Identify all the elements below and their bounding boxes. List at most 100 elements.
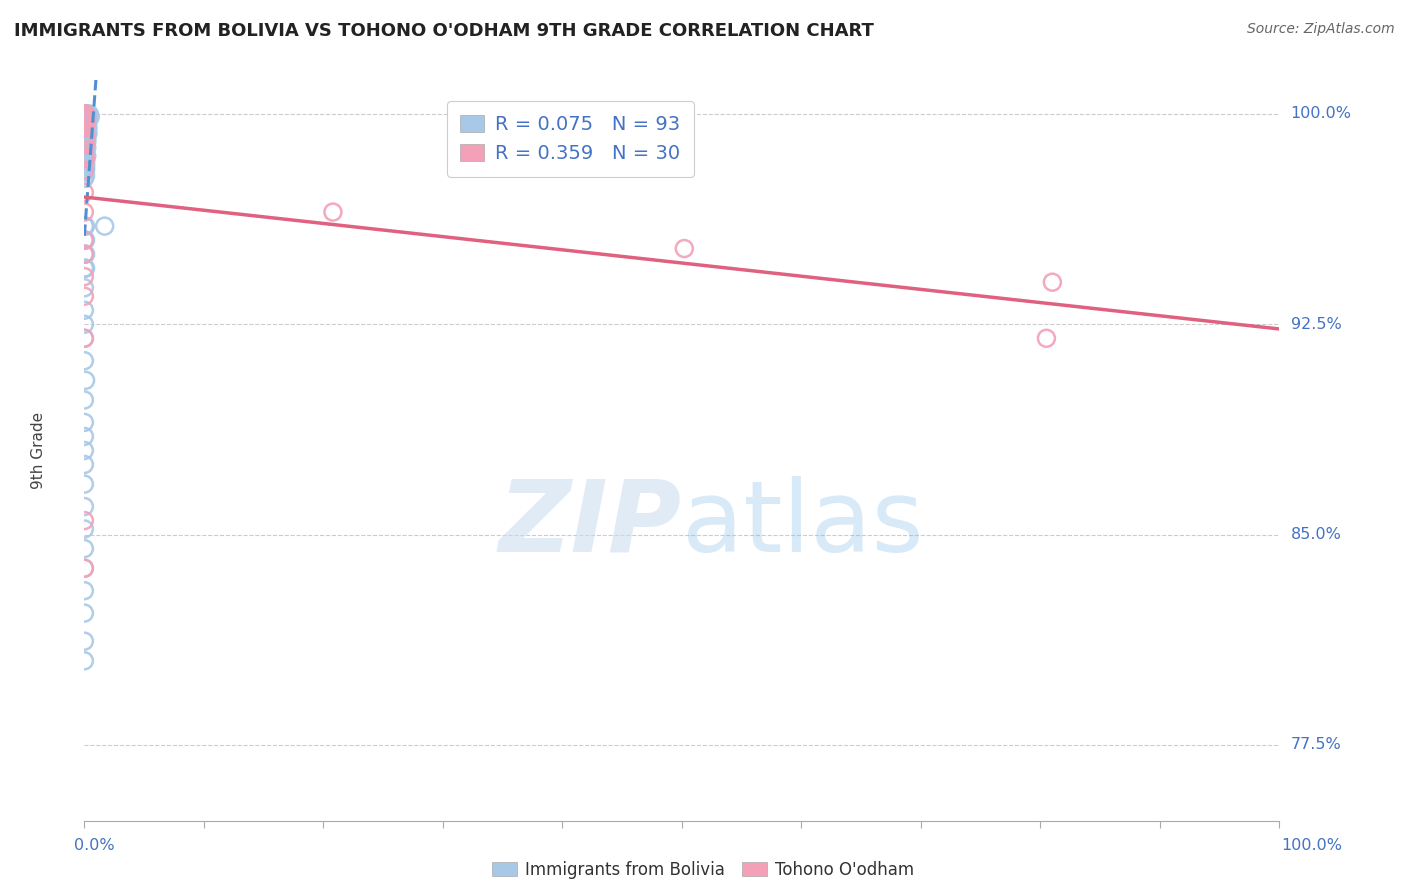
Point xyxy=(73,163,96,178)
Point xyxy=(73,219,96,233)
Text: Source: ZipAtlas.com: Source: ZipAtlas.com xyxy=(1247,22,1395,37)
Point xyxy=(75,129,97,144)
Point xyxy=(73,416,96,430)
Point xyxy=(73,331,96,345)
Point xyxy=(73,118,96,132)
Point xyxy=(73,561,96,575)
Point xyxy=(75,247,97,261)
Point xyxy=(73,514,96,528)
Point xyxy=(76,112,98,127)
Point xyxy=(76,132,98,146)
Point xyxy=(73,149,96,163)
Point xyxy=(73,127,96,141)
Point xyxy=(75,261,97,276)
Point xyxy=(93,219,115,233)
Point xyxy=(73,135,96,149)
Text: 9th Grade: 9th Grade xyxy=(31,412,46,489)
Point xyxy=(73,137,96,152)
Point xyxy=(73,583,96,598)
Point xyxy=(73,149,96,163)
Point xyxy=(73,166,96,180)
Legend: Immigrants from Bolivia, Tohono O'odham: Immigrants from Bolivia, Tohono O'odham xyxy=(485,854,921,886)
Point xyxy=(73,163,96,178)
Point xyxy=(75,115,97,129)
Point xyxy=(77,110,100,124)
Text: 0.0%: 0.0% xyxy=(75,838,114,853)
Text: IMMIGRANTS FROM BOLIVIA VS TOHONO O'ODHAM 9TH GRADE CORRELATION CHART: IMMIGRANTS FROM BOLIVIA VS TOHONO O'ODHA… xyxy=(14,22,875,40)
Point xyxy=(73,247,96,261)
Point xyxy=(73,429,96,443)
Point xyxy=(76,120,98,135)
Point xyxy=(75,110,97,124)
Text: atlas: atlas xyxy=(682,476,924,573)
Point xyxy=(73,289,96,303)
Point xyxy=(73,140,96,154)
Point xyxy=(75,107,97,121)
Legend: R = 0.075   N = 93, R = 0.359   N = 30: R = 0.075 N = 93, R = 0.359 N = 30 xyxy=(447,101,695,177)
Point xyxy=(75,219,97,233)
Point xyxy=(73,146,96,161)
Point xyxy=(73,112,96,127)
Point xyxy=(73,331,96,345)
Point xyxy=(73,152,96,166)
Point xyxy=(73,157,96,171)
Point xyxy=(673,242,696,256)
Point xyxy=(73,303,96,318)
Point xyxy=(76,110,98,124)
Point xyxy=(75,154,97,169)
Point xyxy=(75,149,97,163)
Point xyxy=(73,110,96,124)
Point xyxy=(73,443,96,458)
Point xyxy=(77,115,100,129)
Point xyxy=(1035,331,1057,345)
Point xyxy=(75,129,97,144)
Point xyxy=(75,135,97,149)
Point xyxy=(73,160,96,174)
Point xyxy=(73,634,96,648)
Point xyxy=(75,137,97,152)
Point xyxy=(73,353,96,368)
Point xyxy=(73,112,96,127)
Point xyxy=(76,127,98,141)
Text: 92.5%: 92.5% xyxy=(1291,317,1341,332)
Point xyxy=(73,129,96,144)
Point xyxy=(76,135,98,149)
Point xyxy=(75,163,97,178)
Point xyxy=(1042,275,1064,289)
Point xyxy=(322,205,344,219)
Point xyxy=(73,107,96,121)
Point xyxy=(75,115,97,129)
Point xyxy=(73,144,96,158)
Point xyxy=(73,107,96,121)
Point xyxy=(77,107,100,121)
Point xyxy=(73,522,96,536)
Point xyxy=(73,171,96,186)
Point xyxy=(73,606,96,620)
Point xyxy=(77,120,100,135)
Point xyxy=(73,500,96,514)
Point xyxy=(73,561,96,575)
Point xyxy=(75,120,97,135)
Text: 100.0%: 100.0% xyxy=(1291,106,1351,121)
Point xyxy=(73,154,96,169)
Point xyxy=(75,233,97,247)
Point xyxy=(73,110,96,124)
Point xyxy=(73,233,96,247)
Point xyxy=(73,458,96,472)
Point xyxy=(75,169,97,183)
Text: ZIP: ZIP xyxy=(499,476,682,573)
Point xyxy=(76,107,98,121)
Point xyxy=(75,146,97,161)
Point xyxy=(73,120,96,135)
Point xyxy=(75,118,97,132)
Point xyxy=(75,110,97,124)
Point xyxy=(73,120,96,135)
Point xyxy=(73,186,96,200)
Point xyxy=(75,127,97,141)
Point xyxy=(73,477,96,491)
Point xyxy=(76,140,98,154)
Point xyxy=(75,373,97,387)
Point xyxy=(75,107,97,121)
Point xyxy=(73,124,96,138)
Point xyxy=(73,281,96,295)
